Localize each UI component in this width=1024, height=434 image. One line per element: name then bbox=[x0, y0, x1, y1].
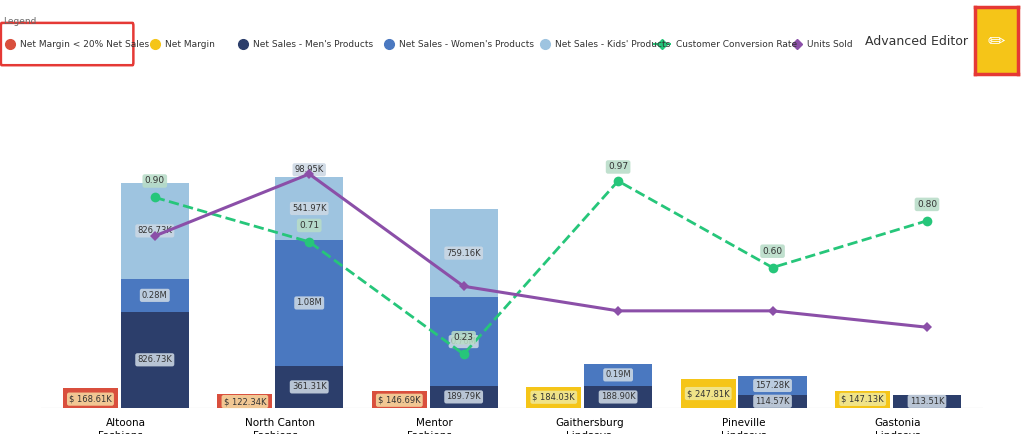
Bar bbox=[893, 395, 962, 408]
Bar bbox=[217, 394, 272, 408]
Text: $ 168.61K: $ 168.61K bbox=[69, 395, 112, 404]
Bar bbox=[121, 312, 188, 408]
Text: 0.28M: 0.28M bbox=[142, 291, 168, 300]
Text: $ 184.03K: $ 184.03K bbox=[532, 393, 575, 402]
Text: 98.95K: 98.95K bbox=[295, 165, 324, 174]
Bar bbox=[121, 183, 188, 279]
Text: Net Sales - Men's Products: Net Sales - Men's Products bbox=[253, 39, 374, 49]
Bar bbox=[681, 379, 736, 408]
Text: ✏: ✏ bbox=[987, 32, 1006, 52]
Bar bbox=[526, 387, 582, 408]
Text: Customer Conversion Rate: Customer Conversion Rate bbox=[676, 39, 797, 49]
Text: 0.97: 0.97 bbox=[608, 162, 628, 171]
Bar bbox=[429, 297, 498, 386]
Bar bbox=[584, 364, 652, 386]
Bar bbox=[738, 376, 807, 395]
Text: 0.76M: 0.76M bbox=[451, 337, 476, 346]
Bar bbox=[429, 209, 498, 297]
Text: 0.19M: 0.19M bbox=[605, 370, 631, 379]
Text: $ 147.13K: $ 147.13K bbox=[842, 395, 884, 404]
Text: 0.23: 0.23 bbox=[454, 333, 474, 342]
Text: 113.51K: 113.51K bbox=[909, 397, 944, 406]
Bar bbox=[62, 388, 118, 408]
Text: 0.80: 0.80 bbox=[916, 200, 937, 209]
Bar bbox=[836, 391, 890, 408]
Text: 541.97K: 541.97K bbox=[292, 204, 327, 213]
Text: 114.57K: 114.57K bbox=[756, 397, 790, 406]
Text: $ 122.34K: $ 122.34K bbox=[223, 397, 266, 406]
Text: $ 146.69K: $ 146.69K bbox=[378, 396, 421, 405]
Text: 361.31K: 361.31K bbox=[292, 382, 327, 391]
Text: 1.08M: 1.08M bbox=[296, 299, 323, 307]
Text: $ 247.81K: $ 247.81K bbox=[687, 389, 729, 398]
Text: Net Sales - Kids' Products: Net Sales - Kids' Products bbox=[555, 39, 671, 49]
Text: Net Margin: Net Margin bbox=[165, 39, 215, 49]
Bar bbox=[429, 386, 498, 408]
Text: Net Margin < 20% Net Sales: Net Margin < 20% Net Sales bbox=[19, 39, 148, 49]
Text: 189.79K: 189.79K bbox=[446, 392, 481, 401]
Text: 0.90: 0.90 bbox=[144, 177, 165, 185]
Text: 826.73K: 826.73K bbox=[137, 355, 172, 364]
Text: 759.16K: 759.16K bbox=[446, 249, 481, 258]
Bar bbox=[372, 391, 427, 408]
Text: Units Sold: Units Sold bbox=[807, 39, 853, 49]
Bar bbox=[275, 177, 343, 240]
Text: 0.60: 0.60 bbox=[763, 247, 782, 256]
FancyBboxPatch shape bbox=[1, 23, 133, 65]
Text: 188.90K: 188.90K bbox=[601, 392, 636, 401]
Text: 0.71: 0.71 bbox=[299, 221, 319, 230]
Bar bbox=[584, 386, 652, 408]
Bar bbox=[738, 395, 807, 408]
Text: Net Sales - Women's Products: Net Sales - Women's Products bbox=[399, 39, 535, 49]
Text: 826.73K: 826.73K bbox=[137, 227, 172, 235]
Bar bbox=[121, 279, 188, 312]
Bar bbox=[275, 366, 343, 408]
Text: Advanced Editor: Advanced Editor bbox=[865, 35, 968, 48]
Bar bbox=[275, 240, 343, 366]
Text: 157.28K: 157.28K bbox=[756, 381, 790, 390]
Text: Legend: Legend bbox=[3, 17, 36, 26]
